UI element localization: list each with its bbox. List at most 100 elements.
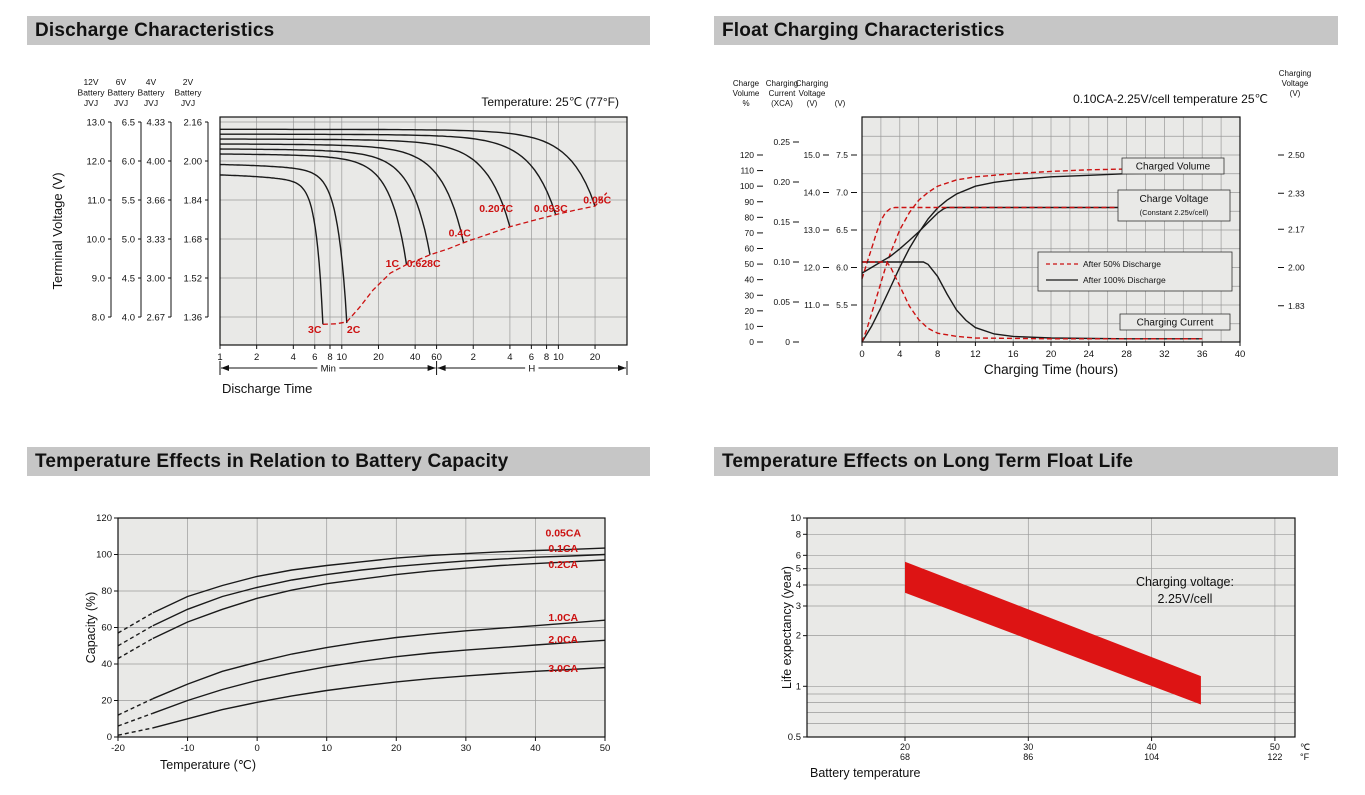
svg-text:Battery: Battery [108, 88, 136, 98]
svg-text:3.33: 3.33 [147, 235, 166, 246]
svg-text:12.0: 12.0 [87, 157, 106, 168]
svg-text:40: 40 [1235, 349, 1246, 360]
svg-text:JVJ: JVJ [114, 98, 128, 108]
svg-text:Discharge Time: Discharge Time [222, 381, 312, 396]
svg-text:5.5: 5.5 [122, 196, 135, 207]
svg-text:7.0: 7.0 [836, 188, 848, 198]
svg-text:100: 100 [740, 181, 754, 191]
svg-text:0.10: 0.10 [773, 257, 790, 267]
section-title: Temperature Effects on Long Term Float L… [722, 450, 1134, 472]
svg-text:0.1CA: 0.1CA [548, 543, 578, 555]
svg-text:1.84: 1.84 [184, 196, 203, 207]
svg-text:Voltage: Voltage [799, 89, 826, 98]
svg-text:Battery: Battery [138, 88, 166, 98]
svg-text:Charged Volume: Charged Volume [1136, 162, 1211, 173]
svg-text:36: 36 [1197, 349, 1208, 360]
svg-text:Charging: Charging [1279, 69, 1311, 78]
svg-text:80: 80 [101, 586, 112, 597]
svg-text:0.20: 0.20 [773, 177, 790, 187]
svg-text:50: 50 [1270, 742, 1280, 752]
svg-text:4.33: 4.33 [147, 118, 166, 129]
svg-text:2: 2 [471, 352, 476, 363]
svg-text:2.00: 2.00 [184, 157, 203, 168]
svg-text:90: 90 [745, 197, 755, 207]
svg-text:110: 110 [740, 166, 754, 176]
svg-text:80: 80 [745, 212, 755, 222]
svg-text:Life expectancy (year): Life expectancy (year) [780, 566, 794, 689]
svg-text:1.52: 1.52 [184, 274, 203, 285]
section-title: Float Charging Characteristics [722, 19, 1005, 41]
svg-text:2.33: 2.33 [1288, 188, 1305, 198]
svg-text:Terminal Voltage (V): Terminal Voltage (V) [50, 172, 65, 289]
svg-text:4: 4 [897, 349, 902, 360]
svg-text:8.0: 8.0 [92, 313, 105, 324]
svg-text:70: 70 [745, 228, 755, 238]
svg-text:20: 20 [101, 696, 112, 707]
svg-text:120: 120 [96, 513, 112, 524]
svg-text:60: 60 [431, 352, 442, 363]
svg-text:40: 40 [1147, 742, 1157, 752]
svg-text:2.16: 2.16 [184, 118, 203, 129]
svg-text:JVJ: JVJ [181, 98, 195, 108]
svg-text:2.50: 2.50 [1288, 150, 1305, 160]
svg-text:JVJ: JVJ [144, 98, 158, 108]
svg-text:1C: 1C [386, 258, 400, 270]
svg-text:6: 6 [529, 352, 534, 363]
svg-text:20: 20 [590, 352, 601, 363]
svg-text:0.05C: 0.05C [583, 195, 611, 207]
svg-text:60: 60 [745, 244, 755, 254]
svg-text:9.0: 9.0 [92, 274, 105, 285]
svg-text:8: 8 [327, 352, 332, 363]
svg-text:4: 4 [796, 580, 801, 591]
svg-text:Charging Current: Charging Current [1137, 318, 1214, 329]
temperature-capacity-chart: 0.05CA 0.1CA 0.2CA 1.0CA 2.0CA 3.0CA 0 20 40 60 80… [84, 513, 610, 772]
svg-text:10: 10 [337, 352, 348, 363]
svg-text:2: 2 [796, 631, 801, 642]
svg-text:0.15: 0.15 [773, 217, 790, 227]
svg-text:2V: 2V [183, 77, 194, 87]
svg-text:(V): (V) [835, 99, 846, 108]
svg-text:11.0: 11.0 [87, 196, 105, 207]
svg-text:100: 100 [96, 550, 112, 561]
svg-text:0.093C: 0.093C [534, 203, 568, 215]
svg-text:Min: Min [321, 364, 336, 375]
svg-text:2.25V/cell: 2.25V/cell [1158, 592, 1213, 606]
svg-text:40: 40 [101, 659, 112, 670]
svg-text:Temperature (℃): Temperature (℃) [160, 758, 256, 772]
svg-text:(V): (V) [1290, 89, 1301, 98]
svg-text:6.0: 6.0 [836, 263, 848, 273]
svg-text:-20: -20 [111, 743, 125, 754]
svg-text:3: 3 [796, 601, 801, 612]
svg-text:10.0: 10.0 [87, 235, 106, 246]
svg-text:After 50% Discharge: After 50% Discharge [1083, 259, 1161, 269]
svg-text:H: H [528, 364, 535, 375]
svg-text:0.5: 0.5 [788, 732, 801, 743]
svg-text:0: 0 [749, 337, 754, 347]
svg-text:6.5: 6.5 [836, 225, 848, 235]
svg-text:4.00: 4.00 [147, 157, 166, 168]
svg-text:120: 120 [740, 150, 754, 160]
svg-text:50: 50 [600, 743, 611, 754]
svg-text:2C: 2C [347, 324, 361, 336]
svg-text:1: 1 [217, 352, 222, 363]
svg-text:8: 8 [796, 529, 801, 540]
svg-text:4.5: 4.5 [122, 274, 135, 285]
svg-text:13.0: 13.0 [803, 225, 820, 235]
svg-text:1.68: 1.68 [184, 235, 203, 246]
section-header-discharge: Discharge Characteristics [27, 16, 650, 45]
svg-text:Charge: Charge [733, 79, 760, 88]
svg-text:20: 20 [745, 306, 755, 316]
svg-text:5.0: 5.0 [122, 235, 135, 246]
svg-text:Charging Time (hours): Charging Time (hours) [984, 362, 1118, 377]
svg-text:104: 104 [1144, 752, 1159, 762]
svg-text:4V: 4V [146, 77, 157, 87]
svg-text:32: 32 [1159, 349, 1170, 360]
svg-text:4: 4 [507, 352, 512, 363]
svg-text:11.0: 11.0 [804, 300, 820, 310]
section-header-temp-capacity: Temperature Effects in Relation to Batte… [27, 447, 650, 476]
svg-text:4: 4 [291, 352, 296, 363]
svg-text:(Constant 2.25v/cell): (Constant 2.25v/cell) [1140, 208, 1209, 217]
svg-text:℃: ℃ [1300, 742, 1310, 752]
svg-text:1.0CA: 1.0CA [548, 612, 578, 624]
